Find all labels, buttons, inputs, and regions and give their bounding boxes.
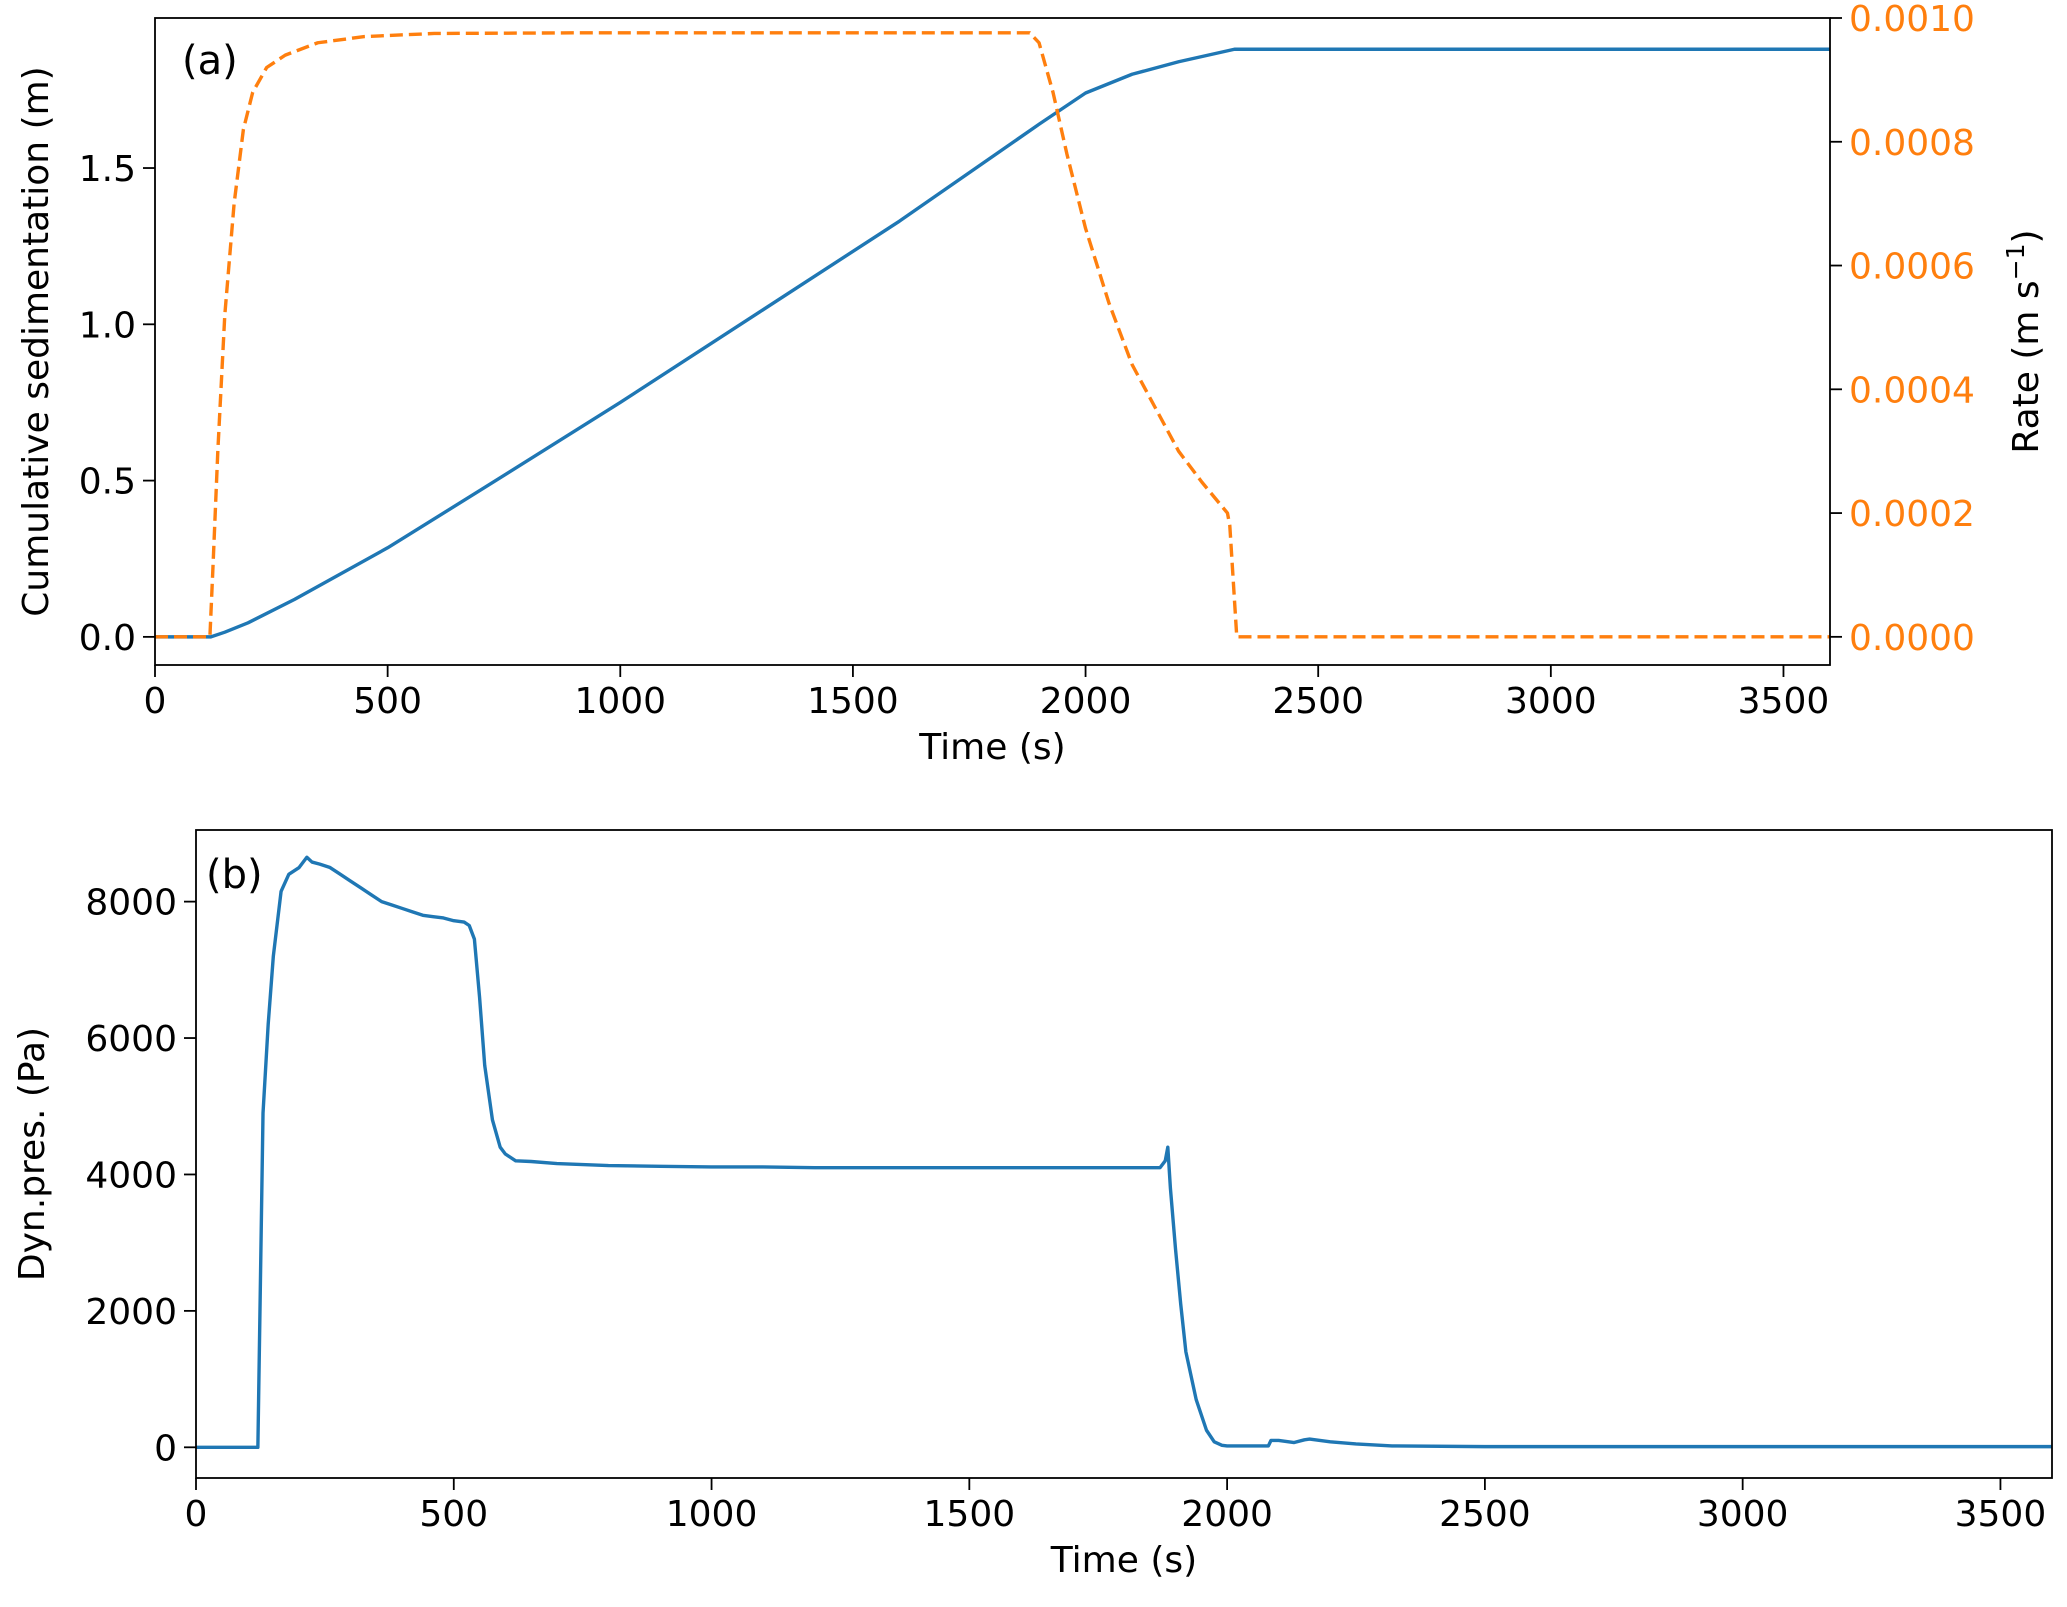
y-axis-label: Dyn.pres. (Pa) <box>12 1027 53 1281</box>
x-tick-label: 500 <box>353 681 422 722</box>
x-tick-label: 3000 <box>1505 681 1597 722</box>
y-tick-label: 1.0 <box>79 305 136 346</box>
x-tick-label: 1500 <box>807 681 899 722</box>
panel-a: 0 500 1000 1500 2000 2500 3000 3500 0.0 0.5 1.0 1.5… <box>16 0 2047 768</box>
series-line-main-0 <box>155 47 1830 639</box>
x-tick-label: 1000 <box>574 681 666 722</box>
x-tick-label: 2500 <box>1272 681 1364 722</box>
y2-tick-label: 0.0010 <box>1849 0 1975 40</box>
y-tick-label: 0 <box>154 1428 177 1469</box>
x-tick-label: 3000 <box>1697 1494 1789 1535</box>
plot-frame <box>195 829 2053 1479</box>
y-tick-label: 8000 <box>85 883 177 924</box>
x-tick-label: 2000 <box>1181 1494 1273 1535</box>
x-tick-label: 1000 <box>666 1494 758 1535</box>
y-tick-label: 0.5 <box>79 462 136 503</box>
y2-axis-label-main: Rate (m s <box>2006 280 2047 453</box>
x-tick-label: 500 <box>419 1494 488 1535</box>
y-tick-label: 4000 <box>85 1155 177 1196</box>
x-tick-label: 2000 <box>1040 681 1132 722</box>
y2-axis-label-exponent: −1 <box>2001 243 2030 280</box>
x-tick-label: 3500 <box>1738 681 1830 722</box>
panel-label: (b) <box>206 852 263 898</box>
x-tick-label: 1500 <box>924 1494 1016 1535</box>
x-axis-label: Time (s) <box>918 727 1065 768</box>
series-line-main-0 <box>196 855 2052 1450</box>
y2-axis-label-close: ) <box>2006 229 2047 243</box>
x-tick-label: 0 <box>144 681 167 722</box>
x-axis-label: Time (s) <box>1050 1540 1197 1581</box>
y-tick-label: 2000 <box>85 1292 177 1333</box>
y2-tick-label: 0.0000 <box>1849 618 1975 659</box>
y2-tick-label: 0.0004 <box>1849 370 1975 411</box>
y2-tick-label: 0.0006 <box>1849 247 1975 288</box>
x-tick-label: 0 <box>185 1494 208 1535</box>
panel-label: (a) <box>182 38 238 84</box>
series-line-rate-1 <box>155 31 1830 639</box>
y2-axis-label: Rate (m s−1) <box>2001 229 2048 453</box>
x-tick-label: 3500 <box>1955 1494 2047 1535</box>
y-tick-label: 6000 <box>85 1019 177 1060</box>
plot-frame <box>154 17 1831 666</box>
panel-b: 0 500 1000 1500 2000 2500 3000 3500 0 2000 4000 600… <box>12 829 2053 1581</box>
x-tick-label: 2500 <box>1439 1494 1531 1535</box>
y2-tick-label: 0.0002 <box>1849 494 1975 535</box>
y-tick-label: 0.0 <box>79 618 136 659</box>
y-tick-label: 1.5 <box>79 149 136 190</box>
y2-tick-label: 0.0008 <box>1849 123 1975 164</box>
y-axis-label: Cumulative sedimentation (m) <box>16 66 57 616</box>
